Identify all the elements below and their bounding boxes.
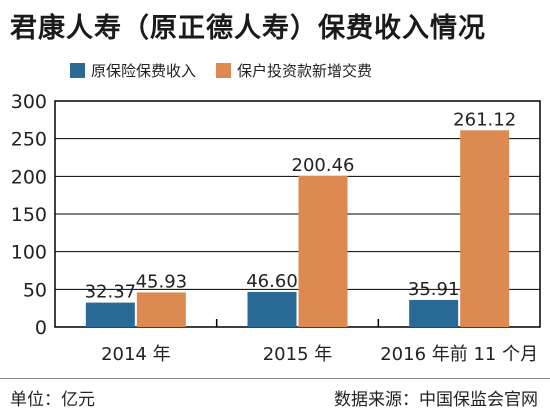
bar-1	[247, 291, 297, 327]
x-tick-label: 2015 年	[263, 344, 333, 365]
unit-note: 单位：亿元	[10, 390, 95, 410]
data-label: 32.37	[85, 282, 137, 303]
legend-swatch-series1	[70, 62, 85, 78]
bar-1	[85, 302, 135, 327]
bar-2	[136, 292, 186, 327]
y-tick-label: 100	[11, 242, 47, 264]
data-label: 200.46	[292, 155, 355, 176]
y-tick-label: 50	[23, 279, 47, 301]
data-label: 261.12	[453, 109, 516, 130]
data-label: 46.60	[246, 271, 298, 292]
y-tick-label: 150	[11, 204, 47, 226]
source-note: 数据来源：中国保监会官网	[334, 390, 538, 410]
y-tick-label: 300	[11, 91, 47, 113]
bar-1	[409, 299, 459, 327]
chart-title: 君康人寿（原正德人寿）保费收入情况	[10, 13, 486, 44]
data-label: 45.93	[136, 271, 188, 292]
data-label: 35.91	[408, 279, 460, 300]
legend-label-series1: 原保险保费收入	[91, 61, 197, 80]
legend: 原保险保费收入 保户投资款新增交费	[70, 59, 372, 81]
bar-chart: 0 50 100 150 200 250 300 32.37 45.93 2014 年 46.60 2…	[11, 91, 541, 365]
y-tick-label: 250	[11, 129, 47, 151]
y-tick-label: 0	[35, 317, 47, 339]
legend-label-series2: 保户投资款新增交费	[237, 61, 373, 80]
legend-swatch-series2	[216, 62, 232, 78]
legend-item-series1: 原保险保费收入	[70, 60, 196, 81]
legend-item-series2: 保户投资款新增交费	[216, 60, 372, 81]
bar-2	[298, 175, 348, 327]
footer-divider	[0, 378, 550, 379]
x-tick-label: 2016 年前 11 个月	[380, 344, 538, 365]
y-tick-label: 200	[11, 166, 47, 188]
bar-2	[460, 130, 510, 327]
x-tick-label: 2014 年	[101, 344, 171, 365]
